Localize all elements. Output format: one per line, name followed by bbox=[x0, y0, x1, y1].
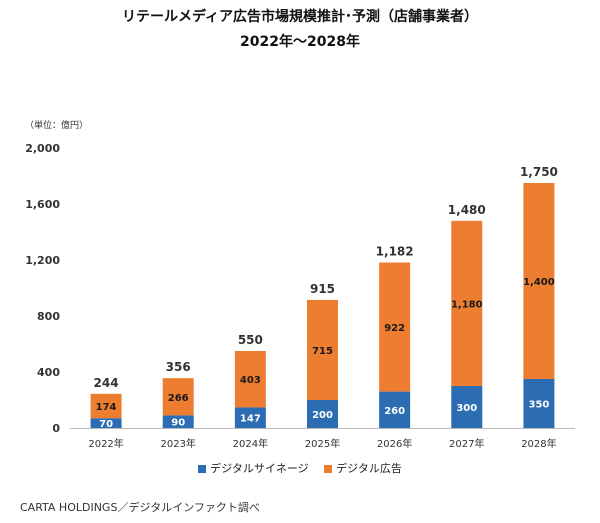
legend-swatch-signage bbox=[198, 465, 207, 473]
bar-signage-0 bbox=[90, 418, 122, 428]
bar-chart: 0 400 800 1,200 1,600 2,000 70 174 244 2022年 90 266… bbox=[25, 142, 575, 450]
data-label-digital-ad-1: 266 bbox=[168, 393, 189, 404]
unit-label: （単位：億円） bbox=[25, 121, 89, 131]
x-tick-label-6: 2028年 bbox=[521, 437, 556, 450]
bar-digital-ad-3 bbox=[307, 299, 338, 400]
data-label-digital-ad-0: 174 bbox=[96, 402, 117, 413]
bar-signage-6 bbox=[523, 379, 555, 428]
total-label-6: 1,750 bbox=[520, 165, 558, 179]
data-label-digital-ad-3: 715 bbox=[312, 346, 333, 357]
y-tick-label: 1,200 bbox=[25, 254, 60, 267]
legend-item-digital-ad: デジタル広告 bbox=[324, 460, 402, 476]
legend-item-signage: デジタルサイネージ bbox=[198, 460, 309, 476]
y-tick-label: 800 bbox=[37, 310, 60, 323]
x-tick-label-1: 2023年 bbox=[160, 437, 195, 450]
data-label-digital-ad-4: 922 bbox=[384, 323, 405, 334]
source-note: CARTA HOLDINGS／デジタルインファクト調べ bbox=[20, 501, 260, 514]
total-label-4: 1,182 bbox=[376, 245, 414, 259]
bar-digital-ad-4 bbox=[379, 262, 411, 392]
legend-label-digital-ad: デジタル広告 bbox=[336, 462, 402, 475]
bar-digital-ad-2 bbox=[234, 351, 266, 408]
total-label-1: 356 bbox=[166, 360, 191, 374]
total-label-5: 1,480 bbox=[448, 203, 486, 217]
bar-signage-2 bbox=[234, 407, 266, 428]
legend: デジタルサイネージ デジタル広告 bbox=[0, 460, 600, 476]
y-tick-label: 400 bbox=[37, 366, 60, 379]
x-tick-label-3: 2025年 bbox=[305, 437, 340, 450]
bar-digital-ad-6 bbox=[523, 183, 555, 379]
data-label-signage-2: 147 bbox=[240, 414, 261, 425]
x-tick-label-2: 2024年 bbox=[233, 437, 268, 450]
chart-subtitle: 2022年～2028年 bbox=[240, 34, 360, 50]
bar-signage-1 bbox=[162, 415, 194, 428]
bar-signage-5 bbox=[451, 386, 483, 428]
y-tick-label: 1,600 bbox=[25, 198, 60, 211]
chart-title: リテールメディア広告市場規模推計･予測（店舗事業者） bbox=[121, 9, 479, 25]
total-label-0: 244 bbox=[94, 376, 119, 390]
data-label-digital-ad-6: 1,400 bbox=[523, 277, 555, 288]
x-tick-label-0: 2022年 bbox=[88, 437, 123, 450]
y-tick-label: 0 bbox=[52, 422, 60, 435]
bar-signage-3 bbox=[307, 400, 338, 428]
bar-digital-ad-5 bbox=[451, 220, 483, 386]
total-label-2: 550 bbox=[238, 333, 263, 347]
data-label-signage-3: 200 bbox=[312, 410, 333, 421]
data-label-signage-1: 90 bbox=[171, 418, 185, 429]
bar-digital-ad-0 bbox=[90, 393, 122, 419]
bar-signage-4 bbox=[379, 391, 411, 428]
total-label-3: 915 bbox=[310, 282, 335, 296]
y-tick-label: 2,000 bbox=[25, 142, 60, 155]
x-tick-label-4: 2026年 bbox=[377, 437, 412, 450]
data-label-signage-5: 300 bbox=[456, 403, 477, 414]
legend-swatch-digital-ad bbox=[324, 465, 333, 473]
data-label-digital-ad-5: 1,180 bbox=[451, 299, 483, 310]
data-label-digital-ad-2: 403 bbox=[240, 375, 261, 386]
legend-label-signage: デジタルサイネージ bbox=[210, 462, 309, 475]
data-label-signage-0: 70 bbox=[99, 419, 113, 430]
bar-digital-ad-1 bbox=[162, 378, 194, 416]
data-label-signage-6: 350 bbox=[528, 400, 549, 411]
data-label-signage-4: 260 bbox=[384, 406, 405, 417]
x-tick-label-5: 2027年 bbox=[449, 437, 484, 450]
